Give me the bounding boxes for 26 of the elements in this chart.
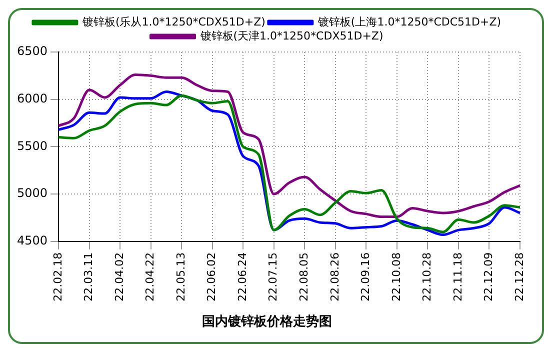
- x-tick-label: 22.08.05: [298, 252, 311, 302]
- x-tick-label: 22.06.02: [205, 252, 218, 302]
- line-series: [57, 73, 522, 218]
- y-tick-label: 6000: [16, 91, 48, 106]
- x-tick-label: 22.05.13: [174, 252, 188, 302]
- x-tick-label: 22.09.16: [359, 252, 372, 302]
- x-tick-label: 22.10.08: [390, 252, 403, 302]
- x-tick-label: 22.08.26: [328, 252, 342, 302]
- y-tick-label: 5000: [16, 186, 48, 200]
- y-tick-label: 4500: [16, 234, 48, 248]
- y-tick-label: 5500: [16, 138, 48, 153]
- x-tick-label: 22.02.18: [51, 252, 64, 302]
- y-tick-label: 6500: [16, 44, 48, 58]
- x-tick-label: 22.07.15: [266, 252, 280, 302]
- x-tick-label: 22.03.11: [82, 252, 96, 302]
- x-tick-label: 22.10.28: [420, 252, 434, 302]
- x-tick-label: 22.11.18: [451, 252, 464, 302]
- x-tick-label: 22.12.28: [512, 252, 526, 302]
- x-tick-label: 22.12.09: [482, 252, 496, 302]
- legend-label: 镀锌板(上海1.0*1250*CDC51D+Z): [316, 15, 502, 28]
- x-tick-label: 22.04.02: [112, 252, 126, 302]
- legend-label: 镀锌板(乐从1.0*1250*CDX51D+Z): [81, 15, 266, 28]
- legend-label: 镀锌板(天津1.0*1250*CDX51D+Z): [199, 29, 384, 42]
- text: 国内镀锌板价格走势图: [202, 314, 332, 330]
- x-tick-label: 22.06.24: [236, 252, 249, 302]
- x-tick-label: 22.04.22: [144, 252, 157, 302]
